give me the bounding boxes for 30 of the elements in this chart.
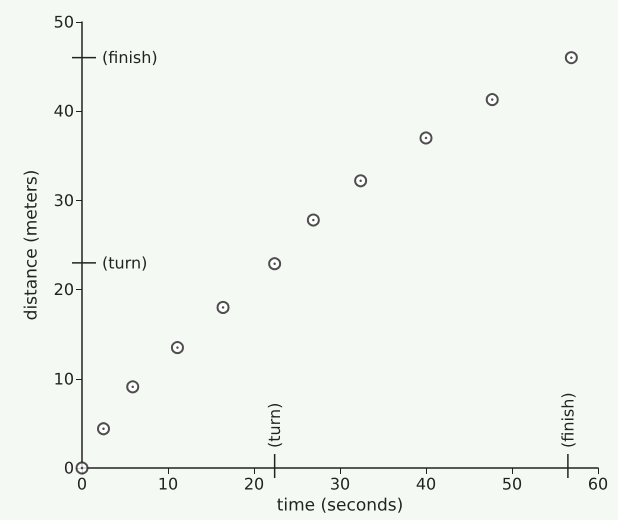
point	[170, 341, 184, 354]
ref-line-label: (finish)	[102, 48, 158, 68]
x-tick-label: 60	[588, 474, 608, 494]
point	[486, 93, 499, 106]
y-tick-label: 40	[54, 102, 74, 121]
point	[216, 300, 230, 314]
y-tick-label: 10	[54, 369, 74, 388]
point	[76, 462, 88, 474]
y-tick-label: 50	[54, 12, 74, 32]
x-tick-label: 50	[502, 474, 522, 494]
ref-line-label: (turn)	[265, 402, 284, 448]
y-tick-label: 30	[54, 190, 74, 210]
y-tick-label: 0	[64, 458, 74, 478]
point	[564, 51, 578, 64]
point	[268, 257, 282, 270]
x-axis-title: time (seconds)	[276, 495, 404, 516]
x-tick-label: 40	[416, 474, 436, 494]
ref-line-label: (finish)	[558, 392, 578, 448]
point	[354, 174, 368, 188]
point	[420, 131, 432, 144]
ref-line-label: (turn)	[102, 253, 148, 272]
x-tick-label: 20	[244, 474, 264, 494]
point	[126, 380, 140, 394]
y-axis-title: distance (meters)	[22, 170, 42, 320]
x-tick-label: 0	[76, 474, 88, 494]
y-tick-label: 20	[54, 280, 74, 300]
x-tick-label: 30	[330, 474, 350, 494]
point	[97, 422, 110, 436]
point	[306, 214, 320, 227]
x-tick-label: 10	[158, 474, 178, 494]
